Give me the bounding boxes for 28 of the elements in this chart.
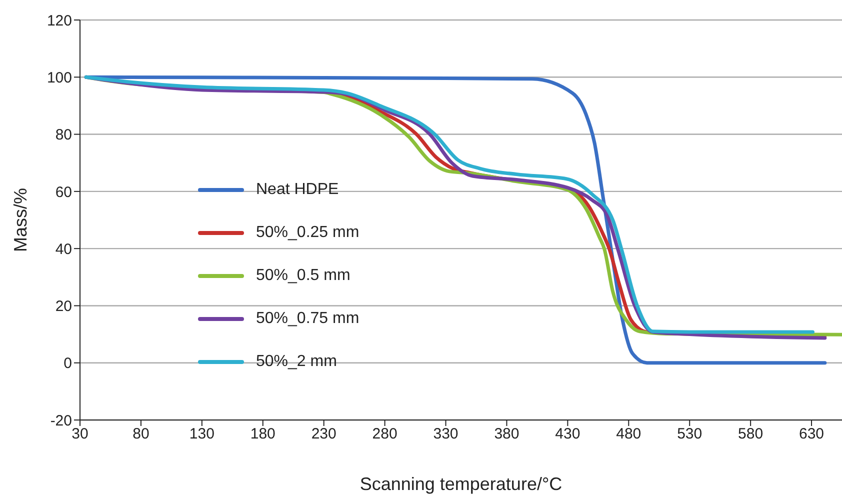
y-axis-title: Mass/%: [10, 188, 30, 252]
x-tick-label: 230: [311, 426, 336, 443]
x-tick-label: 30: [72, 426, 88, 443]
x-tick-label: 630: [799, 426, 824, 443]
y-tick-label: 100: [46, 69, 72, 86]
legend-label: Neat HDPE: [256, 180, 339, 198]
x-tick-label: 280: [372, 426, 398, 443]
x-tick-label: 330: [433, 426, 458, 443]
x-tick-label: 430: [555, 426, 580, 443]
legend-label: 50%_0.5 mm: [256, 266, 350, 284]
y-tick-label: 40: [55, 240, 72, 258]
x-tick-label: 530: [677, 426, 702, 443]
x-tick-label: 80: [132, 426, 150, 443]
x-tick-label: 580: [738, 426, 764, 443]
legend-label: 50%_0.75 mm: [256, 310, 360, 328]
y-tick-label: -20: [50, 412, 72, 430]
x-tick-label: 380: [494, 426, 520, 443]
y-tick-label: 120: [46, 12, 72, 30]
x-tick-label: 180: [250, 426, 276, 443]
x-axis-title: Scanning temperature/°C: [360, 474, 562, 494]
legend-label: 50%_0.25 mm: [256, 224, 360, 242]
y-tick-label: 60: [55, 184, 72, 201]
y-tick-label: 0: [64, 355, 72, 372]
y-tick-label: 80: [55, 126, 72, 144]
x-tick-label: 480: [616, 426, 642, 443]
y-tick-label: 20: [55, 298, 72, 316]
legend-label: 50%_2 mm: [256, 352, 337, 370]
x-tick-label: 130: [189, 426, 214, 443]
